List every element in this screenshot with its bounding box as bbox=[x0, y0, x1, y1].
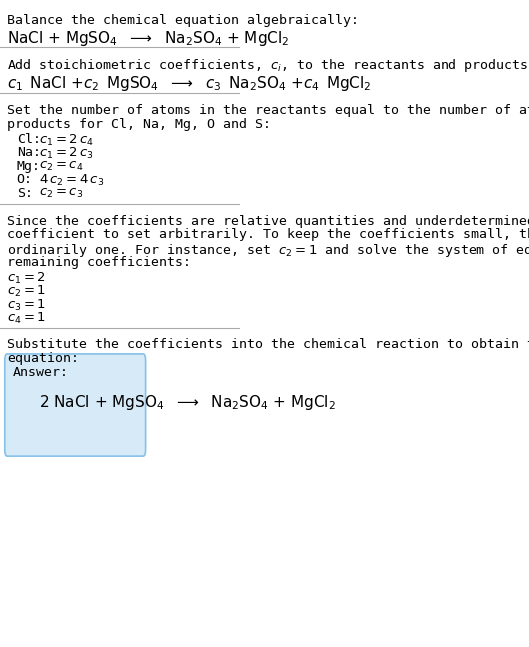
Text: NaCl + MgSO$_4$  $\longrightarrow$  Na$_2$SO$_4$ + MgCl$_2$: NaCl + MgSO$_4$ $\longrightarrow$ Na$_2$… bbox=[7, 29, 290, 48]
Text: Balance the chemical equation algebraically:: Balance the chemical equation algebraica… bbox=[7, 14, 359, 27]
FancyBboxPatch shape bbox=[5, 354, 145, 456]
Text: $c_2 = 1$: $c_2 = 1$ bbox=[7, 284, 46, 299]
Text: Cl:: Cl: bbox=[17, 133, 41, 146]
Text: products for Cl, Na, Mg, O and S:: products for Cl, Na, Mg, O and S: bbox=[7, 118, 271, 131]
Text: ordinarily one. For instance, set $c_2 = 1$ and solve the system of equations fo: ordinarily one. For instance, set $c_2 =… bbox=[7, 242, 529, 259]
Text: $c_1 = 2\,c_4$: $c_1 = 2\,c_4$ bbox=[39, 133, 94, 148]
Text: Since the coefficients are relative quantities and underdetermined, choose a: Since the coefficients are relative quan… bbox=[7, 215, 529, 228]
Text: 2 NaCl + MgSO$_4$  $\longrightarrow$  Na$_2$SO$_4$ + MgCl$_2$: 2 NaCl + MgSO$_4$ $\longrightarrow$ Na$_… bbox=[39, 393, 336, 411]
Text: $c_1 = 2$: $c_1 = 2$ bbox=[7, 270, 46, 285]
Text: $c_2 = c_4$: $c_2 = c_4$ bbox=[39, 160, 84, 173]
Text: S:: S: bbox=[17, 187, 33, 200]
Text: remaining coefficients:: remaining coefficients: bbox=[7, 256, 191, 269]
Text: coefficient to set arbitrarily. To keep the coefficients small, the arbitrary va: coefficient to set arbitrarily. To keep … bbox=[7, 228, 529, 241]
Text: Answer:: Answer: bbox=[13, 366, 69, 379]
Text: $4\,c_2 = 4\,c_3$: $4\,c_2 = 4\,c_3$ bbox=[39, 173, 105, 188]
Text: $c_2 = c_3$: $c_2 = c_3$ bbox=[39, 187, 84, 200]
Text: Na:: Na: bbox=[17, 146, 41, 159]
Text: $c_1 = 2\,c_3$: $c_1 = 2\,c_3$ bbox=[39, 146, 94, 161]
Text: Substitute the coefficients into the chemical reaction to obtain the balanced: Substitute the coefficients into the che… bbox=[7, 338, 529, 351]
Text: O:: O: bbox=[17, 173, 33, 186]
Text: Add stoichiometric coefficients, $c_i$, to the reactants and products:: Add stoichiometric coefficients, $c_i$, … bbox=[7, 57, 529, 74]
Text: $c_1\,$ NaCl $+ c_2\,$ MgSO$_4$  $\longrightarrow$  $c_3\,$ Na$_2$SO$_4$ $+ c_4\: $c_1\,$ NaCl $+ c_2\,$ MgSO$_4$ $\longri… bbox=[7, 74, 372, 93]
Text: Set the number of atoms in the reactants equal to the number of atoms in the: Set the number of atoms in the reactants… bbox=[7, 104, 529, 116]
Text: $c_3 = 1$: $c_3 = 1$ bbox=[7, 298, 46, 313]
Text: $c_4 = 1$: $c_4 = 1$ bbox=[7, 311, 46, 326]
Text: equation:: equation: bbox=[7, 352, 79, 365]
Text: Mg:: Mg: bbox=[17, 160, 41, 173]
